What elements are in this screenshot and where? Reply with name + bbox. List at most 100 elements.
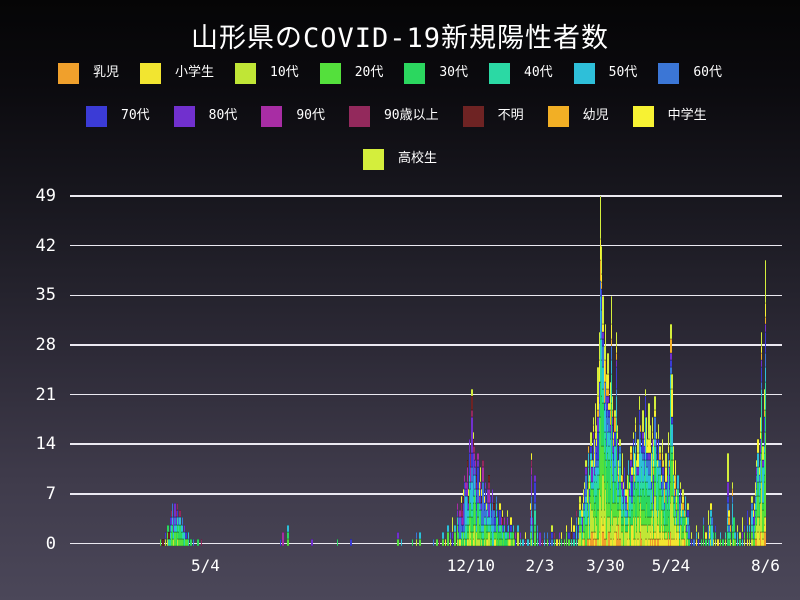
bar-segment [658, 438, 660, 461]
bar-segment [415, 531, 417, 539]
bar-segment [666, 503, 668, 511]
bar [187, 531, 190, 546]
bar-segment [167, 524, 169, 532]
bar-segment [458, 524, 460, 532]
bar-segment [758, 495, 761, 504]
bar-segment [597, 395, 599, 411]
bar-segment [675, 517, 677, 525]
bar-segment [609, 424, 611, 432]
bar-segment [599, 238, 602, 261]
bar-segment [653, 438, 655, 461]
bar [465, 481, 467, 546]
bar-segment [613, 538, 615, 546]
bar-segment [467, 517, 470, 525]
bar-segment [753, 538, 756, 546]
bar-segment [602, 367, 604, 389]
bar-segment [748, 517, 751, 525]
bar-segment [637, 474, 639, 482]
bar [712, 531, 714, 546]
legend-row: 70代 80代 90代 90歳以上 不明 幼児 中学生 [0, 105, 800, 127]
bar-segment [174, 524, 176, 532]
bar-segment [741, 531, 744, 539]
bar-segment [478, 481, 481, 489]
bar-segment [595, 531, 597, 539]
bar-segment [530, 495, 533, 511]
bar-segment [761, 360, 763, 368]
legend-item: 50代 [573, 62, 637, 84]
bar-segment [639, 424, 642, 432]
bar [436, 538, 438, 546]
bar [616, 424, 619, 546]
bar-segment [573, 538, 575, 546]
bar-segment [664, 538, 666, 546]
bar-segment [169, 524, 171, 532]
bar-segment [477, 453, 479, 461]
bar-segment [511, 538, 513, 546]
bar-segment [586, 538, 588, 546]
bar-segment [659, 531, 661, 539]
bar [192, 538, 194, 546]
bar-segment [639, 445, 642, 482]
bar-segment [649, 488, 651, 511]
bar-segment [499, 531, 501, 539]
bar-segment [665, 488, 667, 496]
bar-segment [609, 531, 611, 539]
bar [757, 438, 759, 546]
bar-segment [665, 467, 667, 482]
bar-segment [593, 453, 596, 468]
bar-segment [470, 517, 472, 532]
bar-segment [168, 538, 170, 546]
bar-segment [662, 488, 665, 511]
bar-segment [588, 495, 591, 504]
bar-segment [756, 538, 758, 546]
bar-segment [609, 438, 611, 468]
bar-segment [603, 453, 605, 482]
bar-segment [717, 538, 719, 546]
bar-segment [633, 474, 636, 482]
bar-segment [654, 495, 656, 532]
bar [515, 531, 517, 546]
bar-segment [483, 503, 485, 511]
bar-segment [761, 331, 763, 346]
bar-segment [624, 467, 626, 489]
bar-segment [658, 460, 660, 468]
bar-segment [702, 538, 705, 546]
bar [685, 517, 688, 546]
bar-segment [530, 531, 533, 539]
bar-segment [510, 517, 512, 525]
bar-segment [506, 517, 508, 525]
bar-segment [650, 503, 653, 511]
bar-segment [755, 503, 757, 511]
bar-segment [485, 510, 488, 525]
bar-segment [638, 503, 641, 511]
bar-segment [475, 503, 477, 525]
bar-segment [687, 524, 689, 532]
bar-segment [644, 481, 647, 518]
bar-segment [732, 495, 734, 504]
bar [500, 517, 502, 546]
bar-segment [741, 538, 744, 546]
bar-segment [639, 503, 642, 518]
bar [419, 531, 421, 546]
bar-segment [485, 503, 488, 511]
bar-segment [761, 453, 763, 482]
bar [468, 438, 471, 546]
bar-segment [685, 531, 688, 546]
bar [483, 495, 485, 546]
bar-segment [761, 381, 763, 389]
bar-segment [614, 410, 616, 418]
bar-segment [591, 460, 593, 468]
bar-segment [167, 531, 169, 539]
bar-segment [729, 538, 731, 546]
bar-segment [667, 431, 670, 446]
bar-segment [481, 531, 483, 539]
bar-segment [472, 538, 474, 546]
bar-segment [601, 274, 603, 282]
bar-segment [636, 488, 638, 525]
bar-segment [415, 538, 417, 546]
bar-segment [654, 395, 656, 411]
bar-segment [635, 481, 637, 518]
bar-segment [536, 524, 539, 532]
bar-segment [598, 331, 601, 361]
bar-segment [584, 510, 586, 518]
